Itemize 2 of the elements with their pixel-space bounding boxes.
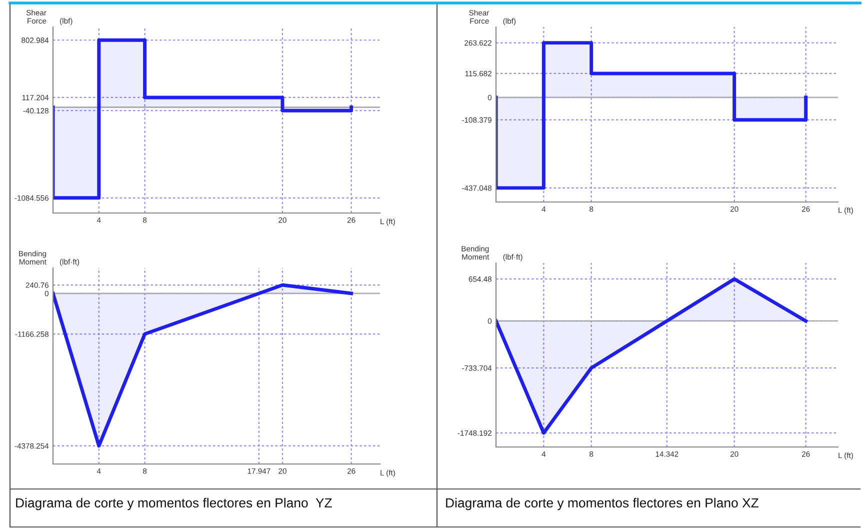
text: Diagrama de corte y momentos flectores en Plano XZ	[446, 498, 758, 510]
text: Diagrama de corte y momentos flectores en Plano YZ	[16, 498, 332, 510]
